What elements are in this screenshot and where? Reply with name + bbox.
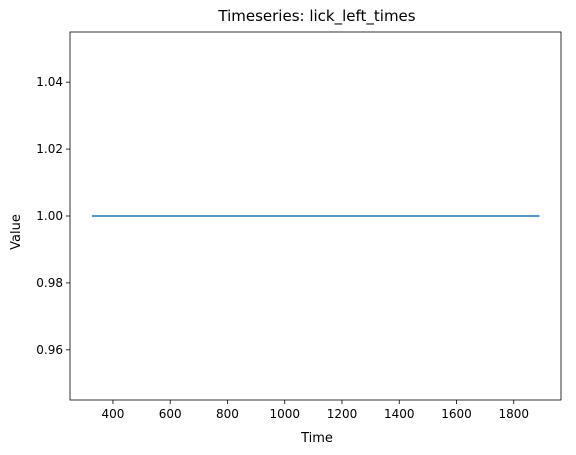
- x-tick-label: 1000: [269, 407, 300, 421]
- y-tick-label: 1.02: [36, 142, 63, 156]
- chart-title: Timeseries: lick_left_times: [217, 7, 415, 26]
- y-tick-label: 1.00: [36, 209, 63, 223]
- y-tick-label: 0.98: [36, 276, 63, 290]
- x-axis-label: Time: [300, 431, 333, 446]
- x-tick-label: 1200: [327, 407, 358, 421]
- plot-area: [69, 31, 562, 401]
- y-tick-label: 0.96: [36, 343, 63, 357]
- x-tick-label: 1800: [498, 407, 529, 421]
- y-axis-label: Value: [9, 214, 24, 250]
- x-axis-ticks: 400 600 800 1000 1200 1400 1600 1800: [101, 400, 529, 421]
- x-tick-label: 600: [159, 407, 182, 421]
- x-tick-label: 1400: [384, 407, 415, 421]
- x-tick-label: 1600: [441, 407, 472, 421]
- y-tick-label: 1.04: [36, 75, 63, 89]
- x-tick-label: 800: [216, 407, 239, 421]
- x-tick-label: 400: [101, 407, 124, 421]
- y-axis-ticks: 0.96 0.98 1.00 1.02 1.04: [36, 75, 70, 357]
